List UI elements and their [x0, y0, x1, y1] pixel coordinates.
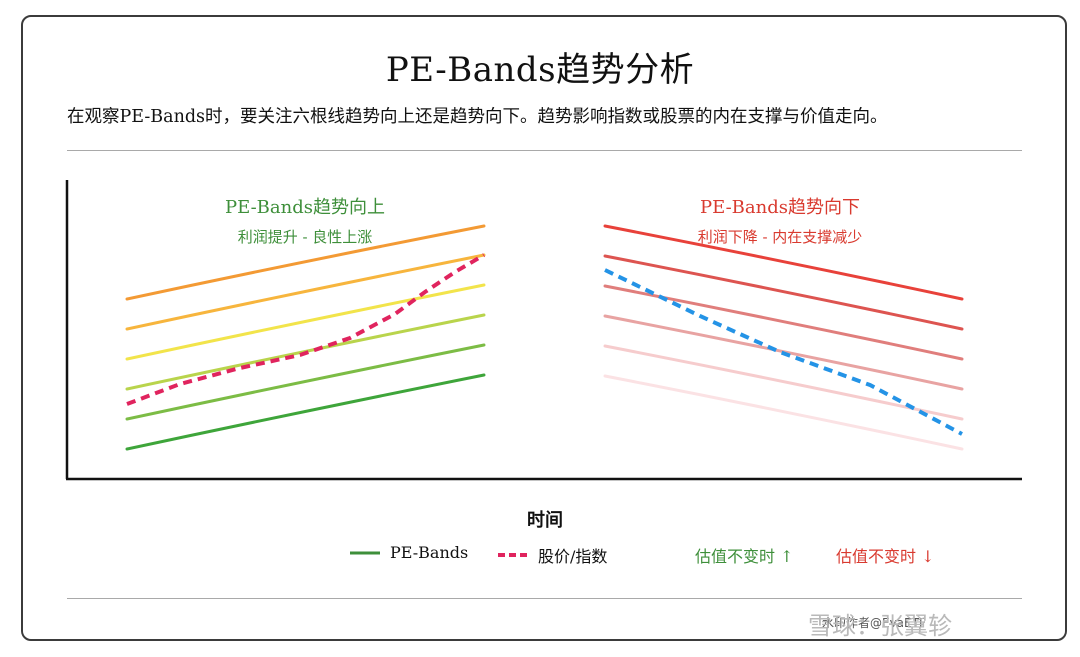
credit-text: 水印作者@EvaETF — [822, 616, 926, 630]
legend-down-note-label: 估值不变时 ↓ — [836, 547, 935, 566]
down-panel-title: PE-Bands趋势向下 — [700, 197, 860, 218]
down-band-line-1 — [603, 224, 964, 301]
legend-up-note: 估值不变时 ↑ — [695, 543, 794, 567]
up-panel-title: PE-Bands趋势向上 — [225, 197, 385, 218]
figure-frame — [21, 15, 1067, 641]
watermark: 雪球：张翼轸 — [808, 612, 952, 640]
divider-bottom — [67, 598, 1022, 599]
down-band-line-5 — [603, 344, 964, 421]
legend-bands: PE-Bands — [350, 543, 468, 562]
down-price-line — [604, 268, 963, 436]
legend-price-swatch — [498, 553, 528, 557]
page-title: PE-Bands趋势分析 — [385, 50, 695, 90]
up-band-line-2 — [125, 343, 486, 421]
up-band-line-4 — [125, 283, 486, 361]
up-price-line — [126, 253, 486, 406]
down-band-line-6 — [603, 374, 964, 451]
down-band-line-3 — [603, 284, 964, 361]
down-band-line-4 — [603, 314, 964, 391]
legend-price: 股价/指数 — [498, 543, 607, 567]
legend-price-label: 股价/指数 — [538, 547, 608, 566]
legend-bands-label: PE-Bands — [390, 543, 469, 562]
up-band-line-6 — [125, 224, 486, 301]
page-subtitle: 在观察PE-Bands时，要关注六根线趋势向上还是趋势向下。趋势影响指数或股票的… — [67, 107, 888, 127]
up-panel-subtitle: 利润提升 - 良性上涨 — [237, 228, 373, 246]
legend-down-note: 估值不变时 ↓ — [836, 543, 935, 567]
legend-bands-swatch — [350, 551, 380, 554]
down-band-line-2 — [603, 254, 964, 331]
down-panel-subtitle: 利润下降 - 内在支撑减少 — [697, 228, 863, 246]
x-axis-label: 时间 — [527, 510, 563, 531]
up-band-line-1 — [125, 373, 486, 451]
divider-top — [67, 150, 1022, 151]
legend-up-note-label: 估值不变时 ↑ — [695, 547, 794, 566]
up-band-line-5 — [125, 253, 486, 331]
